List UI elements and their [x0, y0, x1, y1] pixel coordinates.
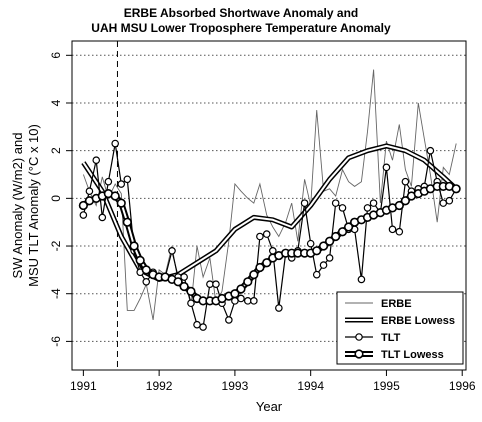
series-tlt-lowess-point: [255, 262, 265, 273]
series-tlt-lowess-point: [451, 184, 461, 194]
y-tick-label: -6: [49, 336, 63, 347]
legend-label: ERBE Lowess: [381, 315, 455, 327]
series-tlt-point: [193, 320, 201, 329]
series-tlt-point: [187, 299, 195, 308]
series-tlt-lowess-point: [173, 277, 183, 287]
series-tlt-lowess-point: [318, 241, 329, 251]
series-tlt-point: [439, 199, 448, 207]
series-tlt-lowess-point: [331, 231, 341, 242]
series-tlt-lowess-point: [243, 277, 253, 287]
series-tlt-lowess-point: [343, 222, 354, 232]
series-tlt-point: [250, 297, 258, 305]
series-tlt-lowess-point: [110, 191, 120, 201]
series-tlt-point: [369, 199, 378, 207]
x-tick-label: 1992: [146, 379, 173, 393]
legend: ERBE ERBE Lowess TLT TLT Lowess: [336, 291, 464, 365]
series-tlt-point: [300, 199, 309, 207]
series-tlt-point: [98, 213, 107, 222]
x-tick-label: 1996: [449, 379, 476, 393]
series-tlt-point: [338, 204, 347, 212]
series-tlt-lowess-point: [141, 265, 151, 275]
chart-subtitle: UAH MSU Lower Troposphere Temperature An…: [91, 21, 391, 35]
series-tlt-point: [212, 280, 220, 288]
series-tlt-point: [111, 139, 119, 148]
series-tlt-lowess-point: [186, 286, 196, 296]
axes: 1991 1992 1993 1994 1995 1996 -6 -4 -2 0 2 4 6 Year SW…: [10, 40, 476, 414]
series-tlt-point: [180, 273, 188, 281]
x-axis-label: Year: [256, 399, 283, 414]
y-axis-label-line1: SW Anomaly (W/m2) and: [10, 133, 25, 279]
legend-label: TLT Lowess: [381, 349, 444, 361]
series-tlt-point: [357, 275, 366, 284]
series-tlt-point: [325, 254, 334, 262]
plot-area: [72, 41, 466, 370]
series-tlt-lowess-point: [122, 217, 132, 227]
series-tlt-point: [401, 177, 410, 186]
series-tlt-lowess-point: [129, 241, 139, 251]
series-tlt-point: [85, 187, 94, 195]
series-erbe-line: [82, 69, 457, 320]
series-tlt-lowess-point: [394, 200, 404, 211]
x-tick-label: 1991: [70, 379, 97, 393]
x-tick-label: 1995: [373, 379, 400, 393]
series-tlt-point: [262, 230, 271, 238]
series-tlt-point: [382, 163, 391, 172]
chart-title: ERBE Absorbed Shortwave Anomaly and: [123, 6, 359, 20]
series-tlt-lowess-point: [236, 284, 246, 294]
series-tlt-lowess-point: [230, 289, 240, 299]
series-tlt-point: [79, 211, 88, 219]
series-tlt-point: [225, 316, 233, 324]
plot-frame: [71, 40, 467, 371]
series-tlt-lowess-point: [249, 270, 259, 280]
series-tlt-point: [256, 232, 264, 241]
series-tlt-point: [445, 196, 454, 205]
x-tick-label: 1994: [297, 379, 324, 393]
series-tlt-point: [237, 294, 245, 303]
series-tlt-point: [306, 239, 315, 248]
y-tick-label: -4: [49, 288, 63, 299]
legend-label: ERBE: [381, 298, 412, 310]
series-tlt-lowess-point: [135, 255, 145, 265]
series-tlt-point: [117, 180, 126, 188]
series-tlt-point: [395, 227, 404, 236]
series-tlt-lowess-point: [78, 200, 88, 211]
legend-label: TLT: [381, 332, 401, 344]
series-tlt-point: [319, 261, 328, 269]
x-tick-label: 1993: [222, 379, 249, 393]
series-tlt-point: [142, 277, 151, 286]
series-tlt-point: [312, 270, 321, 279]
series-tlt-lowess-point: [262, 258, 272, 268]
series-tlt-point: [331, 199, 340, 207]
series-tlt-lowess-point: [337, 227, 348, 237]
series-tlt-point: [92, 156, 101, 165]
series-tlt-point: [206, 280, 214, 288]
series-tlt-lowess-point: [325, 236, 335, 246]
series-tlt-point: [104, 177, 113, 186]
series-tlt-point: [363, 204, 372, 212]
series-tlt-lowess-point: [400, 196, 410, 206]
y-tick-label: 2: [49, 147, 63, 154]
y-tick-label: 6: [49, 52, 63, 59]
y-tick-label: 4: [49, 99, 63, 106]
y-tick-label: -2: [49, 240, 63, 251]
series-tlt-lowess-point: [116, 198, 126, 208]
legend-swatch-tlt-lowess-point: [354, 349, 364, 359]
series-tlt-point: [388, 225, 397, 234]
y-tick-label: 0: [49, 195, 63, 202]
series-tlt-point: [168, 246, 176, 255]
series-tlt-point: [123, 175, 132, 184]
legend-swatch-tlt-point: [355, 333, 363, 341]
series-tlt-point: [243, 297, 252, 305]
y-axis-label-line2: MSU TLT Anomaly (°C x 10): [26, 124, 41, 287]
series-tlt-point: [426, 146, 435, 155]
series-tlt-point: [199, 323, 207, 331]
series-tlt-lowess-point: [312, 246, 322, 256]
series-tlt-lowess-point: [179, 281, 189, 292]
series-tlt-point: [275, 304, 283, 312]
